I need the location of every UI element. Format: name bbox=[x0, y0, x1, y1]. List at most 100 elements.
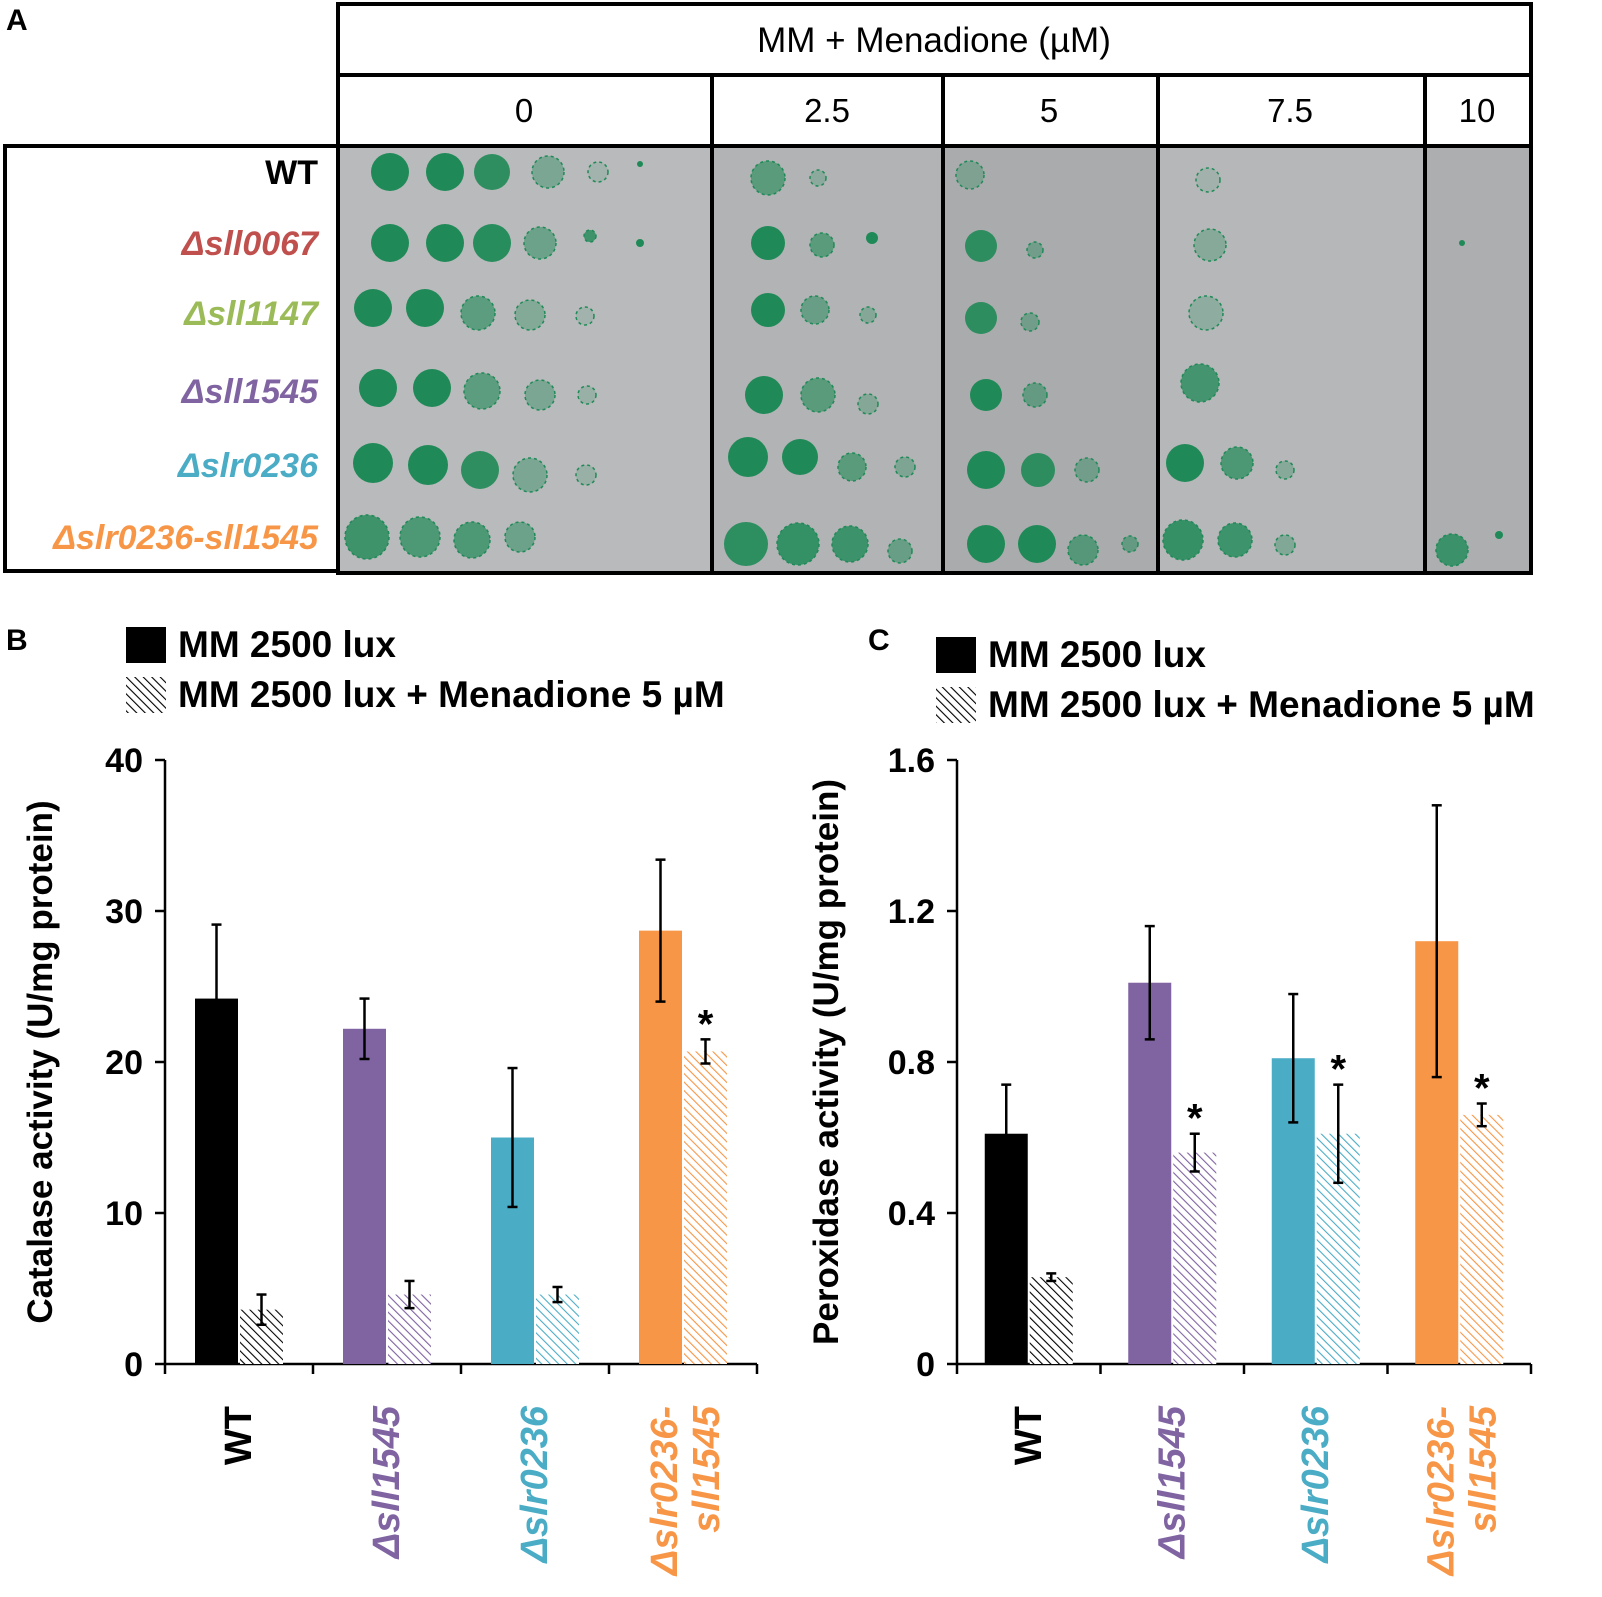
significance-star: * bbox=[1474, 1067, 1490, 1111]
colony-spot bbox=[782, 439, 818, 475]
colony-spot bbox=[1020, 312, 1040, 332]
significance-star: * bbox=[698, 1002, 714, 1046]
plate-background bbox=[712, 148, 943, 571]
y-tick-label: 1.6 bbox=[888, 742, 935, 780]
y-tick-label: 0.4 bbox=[888, 1195, 935, 1233]
menadione-header-box bbox=[336, 2, 1533, 77]
colony-spot bbox=[1022, 382, 1048, 408]
category-label-line1: Δslr0236 bbox=[1295, 1405, 1337, 1564]
colony-spot bbox=[857, 393, 879, 415]
y-tick-label: 10 bbox=[105, 1195, 143, 1233]
colony-spot bbox=[1193, 228, 1227, 262]
concentration-row-box bbox=[336, 73, 1533, 148]
y-tick-label: 0 bbox=[916, 1346, 935, 1384]
colony-spot bbox=[745, 376, 783, 414]
colony-spot bbox=[1275, 460, 1295, 480]
colony-spot bbox=[837, 452, 867, 482]
concentration-7-5: 7.5 bbox=[1267, 92, 1313, 129]
panel-c-peroxidase-chart: C MM 2500 lux MM 2500 lux + Menadione 5 … bbox=[807, 624, 1535, 1577]
legend-b-hatched-swatch bbox=[126, 677, 166, 713]
category-label-line1: WT bbox=[218, 1406, 260, 1465]
colony-spot bbox=[776, 522, 820, 566]
colony-spot bbox=[800, 377, 836, 413]
colony-spot bbox=[724, 522, 768, 566]
strain-label-box bbox=[3, 144, 340, 573]
strain-label: Δsll1545 bbox=[180, 373, 319, 411]
colony-spot bbox=[523, 226, 557, 260]
colony-spot bbox=[831, 525, 869, 563]
legend-b-solid-swatch bbox=[126, 627, 166, 663]
colony-spot bbox=[399, 516, 441, 558]
plate-background bbox=[1158, 148, 1425, 571]
y-tick-label: 30 bbox=[105, 893, 143, 931]
bar-control bbox=[639, 930, 682, 1364]
colony-spot bbox=[967, 451, 1005, 489]
menadione-header: MM + Menadione (µM) bbox=[757, 21, 1111, 60]
strain-label: Δslr0236 bbox=[176, 447, 319, 485]
category-label-line1: Δslr0236- bbox=[1420, 1406, 1462, 1577]
colony-spot bbox=[1195, 167, 1221, 193]
y-tick-label: 0.8 bbox=[888, 1044, 935, 1082]
colony-spot bbox=[587, 161, 609, 183]
category-label: Δslr0236-sll1545 bbox=[1420, 1405, 1504, 1577]
colony-spot bbox=[859, 306, 877, 324]
colony-spot bbox=[1021, 453, 1055, 487]
bar-menadione bbox=[1029, 1277, 1073, 1364]
colony-spot bbox=[413, 369, 451, 407]
significance-star: * bbox=[1330, 1048, 1346, 1092]
plate-photos bbox=[340, 148, 1529, 571]
colony-spot bbox=[426, 153, 464, 191]
colony-spot bbox=[453, 521, 491, 559]
concentration-5: 5 bbox=[1040, 92, 1058, 129]
strain-label: Δsll1147 bbox=[182, 295, 320, 333]
plate-background bbox=[1425, 148, 1529, 571]
colony-spot bbox=[965, 230, 997, 262]
y-axis-label: Peroxidase activity (U/mg protein) bbox=[807, 779, 846, 1345]
colony-spot bbox=[359, 369, 397, 407]
strain-label: WT bbox=[265, 154, 318, 192]
colony-spot bbox=[371, 153, 409, 191]
colony-spot bbox=[460, 295, 496, 331]
category-label-line1: Δsll1545 bbox=[1151, 1405, 1193, 1560]
panel-c-label: C bbox=[868, 624, 890, 657]
colony-spot bbox=[1166, 444, 1204, 482]
category-label: WT bbox=[218, 1406, 260, 1465]
plate-background bbox=[340, 148, 712, 571]
colony-spot bbox=[473, 224, 511, 262]
colony-spot bbox=[1180, 363, 1220, 403]
significance-star: * bbox=[1187, 1097, 1203, 1141]
colony-spot bbox=[800, 295, 830, 325]
bar-menadione bbox=[684, 1051, 727, 1364]
colony-spot bbox=[1018, 525, 1056, 563]
plate-background bbox=[943, 148, 1158, 571]
colony-spot bbox=[354, 289, 392, 327]
colony-spot bbox=[371, 224, 409, 262]
colony-spot bbox=[809, 232, 835, 258]
category-label: Δslr0236-sll1545 bbox=[644, 1405, 728, 1577]
bar-menadione bbox=[1173, 1152, 1217, 1364]
bar-control bbox=[343, 1028, 386, 1364]
chart-b-plot: 0 10 20 30 40 Catalase activity (U/mg protein… bbox=[21, 742, 759, 1577]
y-tick-label: 40 bbox=[105, 742, 143, 780]
category-label: Δsll1545 bbox=[366, 1405, 408, 1560]
y-tick-label: 0 bbox=[124, 1346, 143, 1384]
colony-spot bbox=[575, 464, 597, 486]
legend-c-hatched-label: MM 2500 lux + Menadione 5 µM bbox=[988, 684, 1535, 725]
chart-c-plot: 0 0.4 0.8 1.2 1.6 Peroxidase activity (U/mg p… bbox=[807, 742, 1533, 1577]
colony-spot bbox=[461, 451, 499, 489]
colony-spot bbox=[1121, 535, 1139, 553]
colony-spot bbox=[583, 229, 597, 243]
strain-label: Δslr0236-sll1545 bbox=[51, 519, 319, 557]
colony-spot bbox=[1067, 534, 1099, 566]
colony-spot bbox=[751, 293, 785, 327]
legend-b-solid-label: MM 2500 lux bbox=[178, 624, 396, 665]
colony-spot bbox=[504, 521, 536, 553]
category-label: Δslr0236 bbox=[1295, 1405, 1337, 1564]
colony-spot bbox=[894, 456, 916, 478]
colony-spot bbox=[887, 538, 913, 564]
category-label: Δsll1545 bbox=[1151, 1405, 1193, 1560]
panel-a-spot-assay: A MM + Menadione (µM) 0 2.5 5 7.5 10 WT Δ… bbox=[3, 2, 1533, 575]
colony-spot bbox=[426, 224, 464, 262]
colony-spot bbox=[637, 161, 643, 167]
